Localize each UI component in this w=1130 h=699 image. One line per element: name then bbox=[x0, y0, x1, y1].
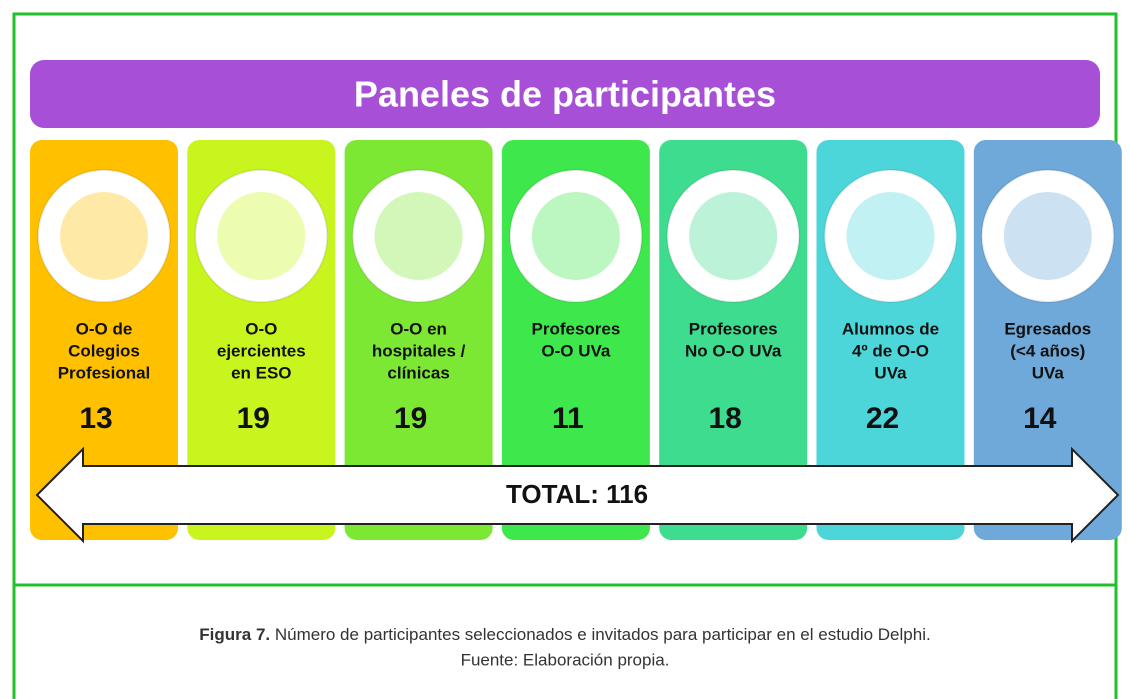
panel-label: No O-O UVa bbox=[685, 341, 782, 360]
caption-text: Número de participantes seleccionados e … bbox=[275, 625, 931, 644]
panel-icon-inner bbox=[217, 192, 305, 280]
panel-count: 19 bbox=[394, 402, 427, 435]
panel-count: 22 bbox=[866, 402, 899, 435]
panel-count: 13 bbox=[79, 402, 112, 435]
panel-icon-inner bbox=[847, 192, 935, 280]
panel-label: 4º de O-O bbox=[852, 341, 929, 360]
panel-label: Profesional bbox=[58, 363, 151, 382]
panel-label: O-O UVa bbox=[541, 341, 611, 360]
panel-label: ejercientes bbox=[217, 341, 306, 360]
caption: Figura 7. Número de participantes selecc… bbox=[199, 625, 930, 644]
panel-label: hospitales / bbox=[372, 341, 466, 360]
panel-count: 14 bbox=[1023, 402, 1057, 435]
panel-label: Profesores bbox=[689, 319, 778, 338]
panel-icon-inner bbox=[689, 192, 777, 280]
panel-count: 18 bbox=[709, 402, 742, 435]
title: Paneles de participantes bbox=[354, 74, 776, 115]
panel-count: 11 bbox=[552, 402, 584, 435]
panel-label: clínicas bbox=[387, 363, 449, 382]
panel-icon-inner bbox=[60, 192, 148, 280]
caption-figure: Figura 7. bbox=[199, 625, 270, 644]
panel-label: Colegios bbox=[68, 341, 140, 360]
panel-label: en ESO bbox=[231, 363, 291, 382]
panel-icon-inner bbox=[1004, 192, 1092, 280]
panel-label: O-O de bbox=[76, 319, 133, 338]
panel-icon-inner bbox=[375, 192, 463, 280]
panel-label: UVa bbox=[1032, 363, 1065, 382]
panel-label: Egresados bbox=[1004, 319, 1091, 338]
panel-label: UVa bbox=[874, 363, 907, 382]
figure: Paneles de participantes O-O de Colegios P… bbox=[0, 0, 1130, 699]
panel-label: Profesores bbox=[531, 319, 620, 338]
caption-source: Fuente: Elaboración propia. bbox=[461, 650, 670, 669]
panel-label: O-O en bbox=[390, 319, 447, 338]
panel-count: 19 bbox=[237, 402, 270, 435]
panel-label: O-O bbox=[245, 319, 277, 338]
panel-icon-inner bbox=[532, 192, 620, 280]
panel-label: (<4 años) bbox=[1010, 341, 1085, 360]
panel-label: Alumnos de bbox=[842, 319, 939, 338]
total: TOTAL: 116 bbox=[506, 479, 648, 509]
